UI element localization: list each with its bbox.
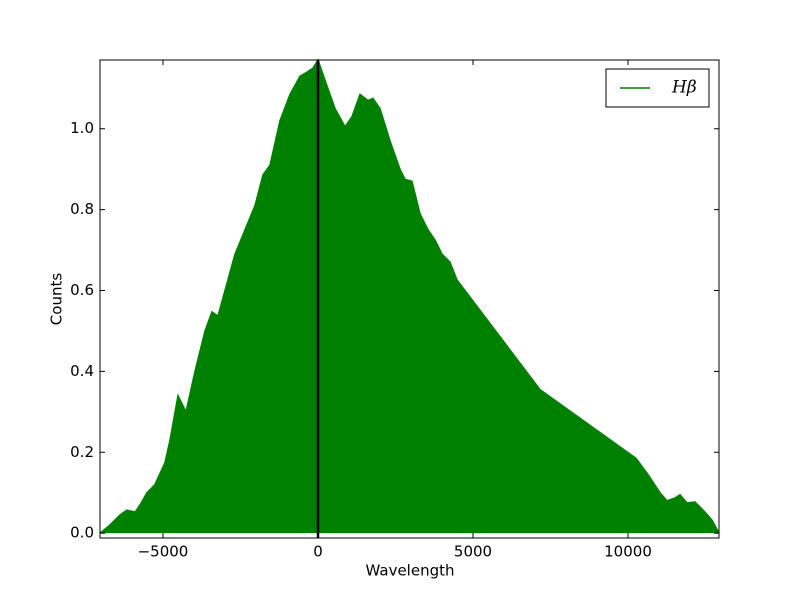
x-axis-label: Wavelength	[366, 562, 455, 580]
y-tick-label: 0.0	[70, 524, 94, 542]
y-tick-label: 0.8	[70, 200, 94, 218]
y-tick-label: 0.2	[70, 443, 94, 461]
y-tick-label: 0.6	[70, 281, 94, 299]
plot-frame	[99, 59, 720, 539]
y-axis-label: Counts	[48, 273, 66, 326]
x-tick-label: −5000	[138, 543, 189, 561]
area-line	[99, 58, 720, 534]
y-tick-label: 1.0	[70, 119, 94, 137]
x-tick-label: 10000	[604, 543, 652, 561]
legend-label: Hβ	[671, 78, 697, 98]
legend: Hβ	[605, 68, 710, 108]
x-tick-label: 0	[313, 543, 323, 561]
area-fill	[100, 60, 719, 534]
x-tick-label: 5000	[454, 543, 492, 561]
y-tick-label: 0.4	[70, 362, 94, 380]
